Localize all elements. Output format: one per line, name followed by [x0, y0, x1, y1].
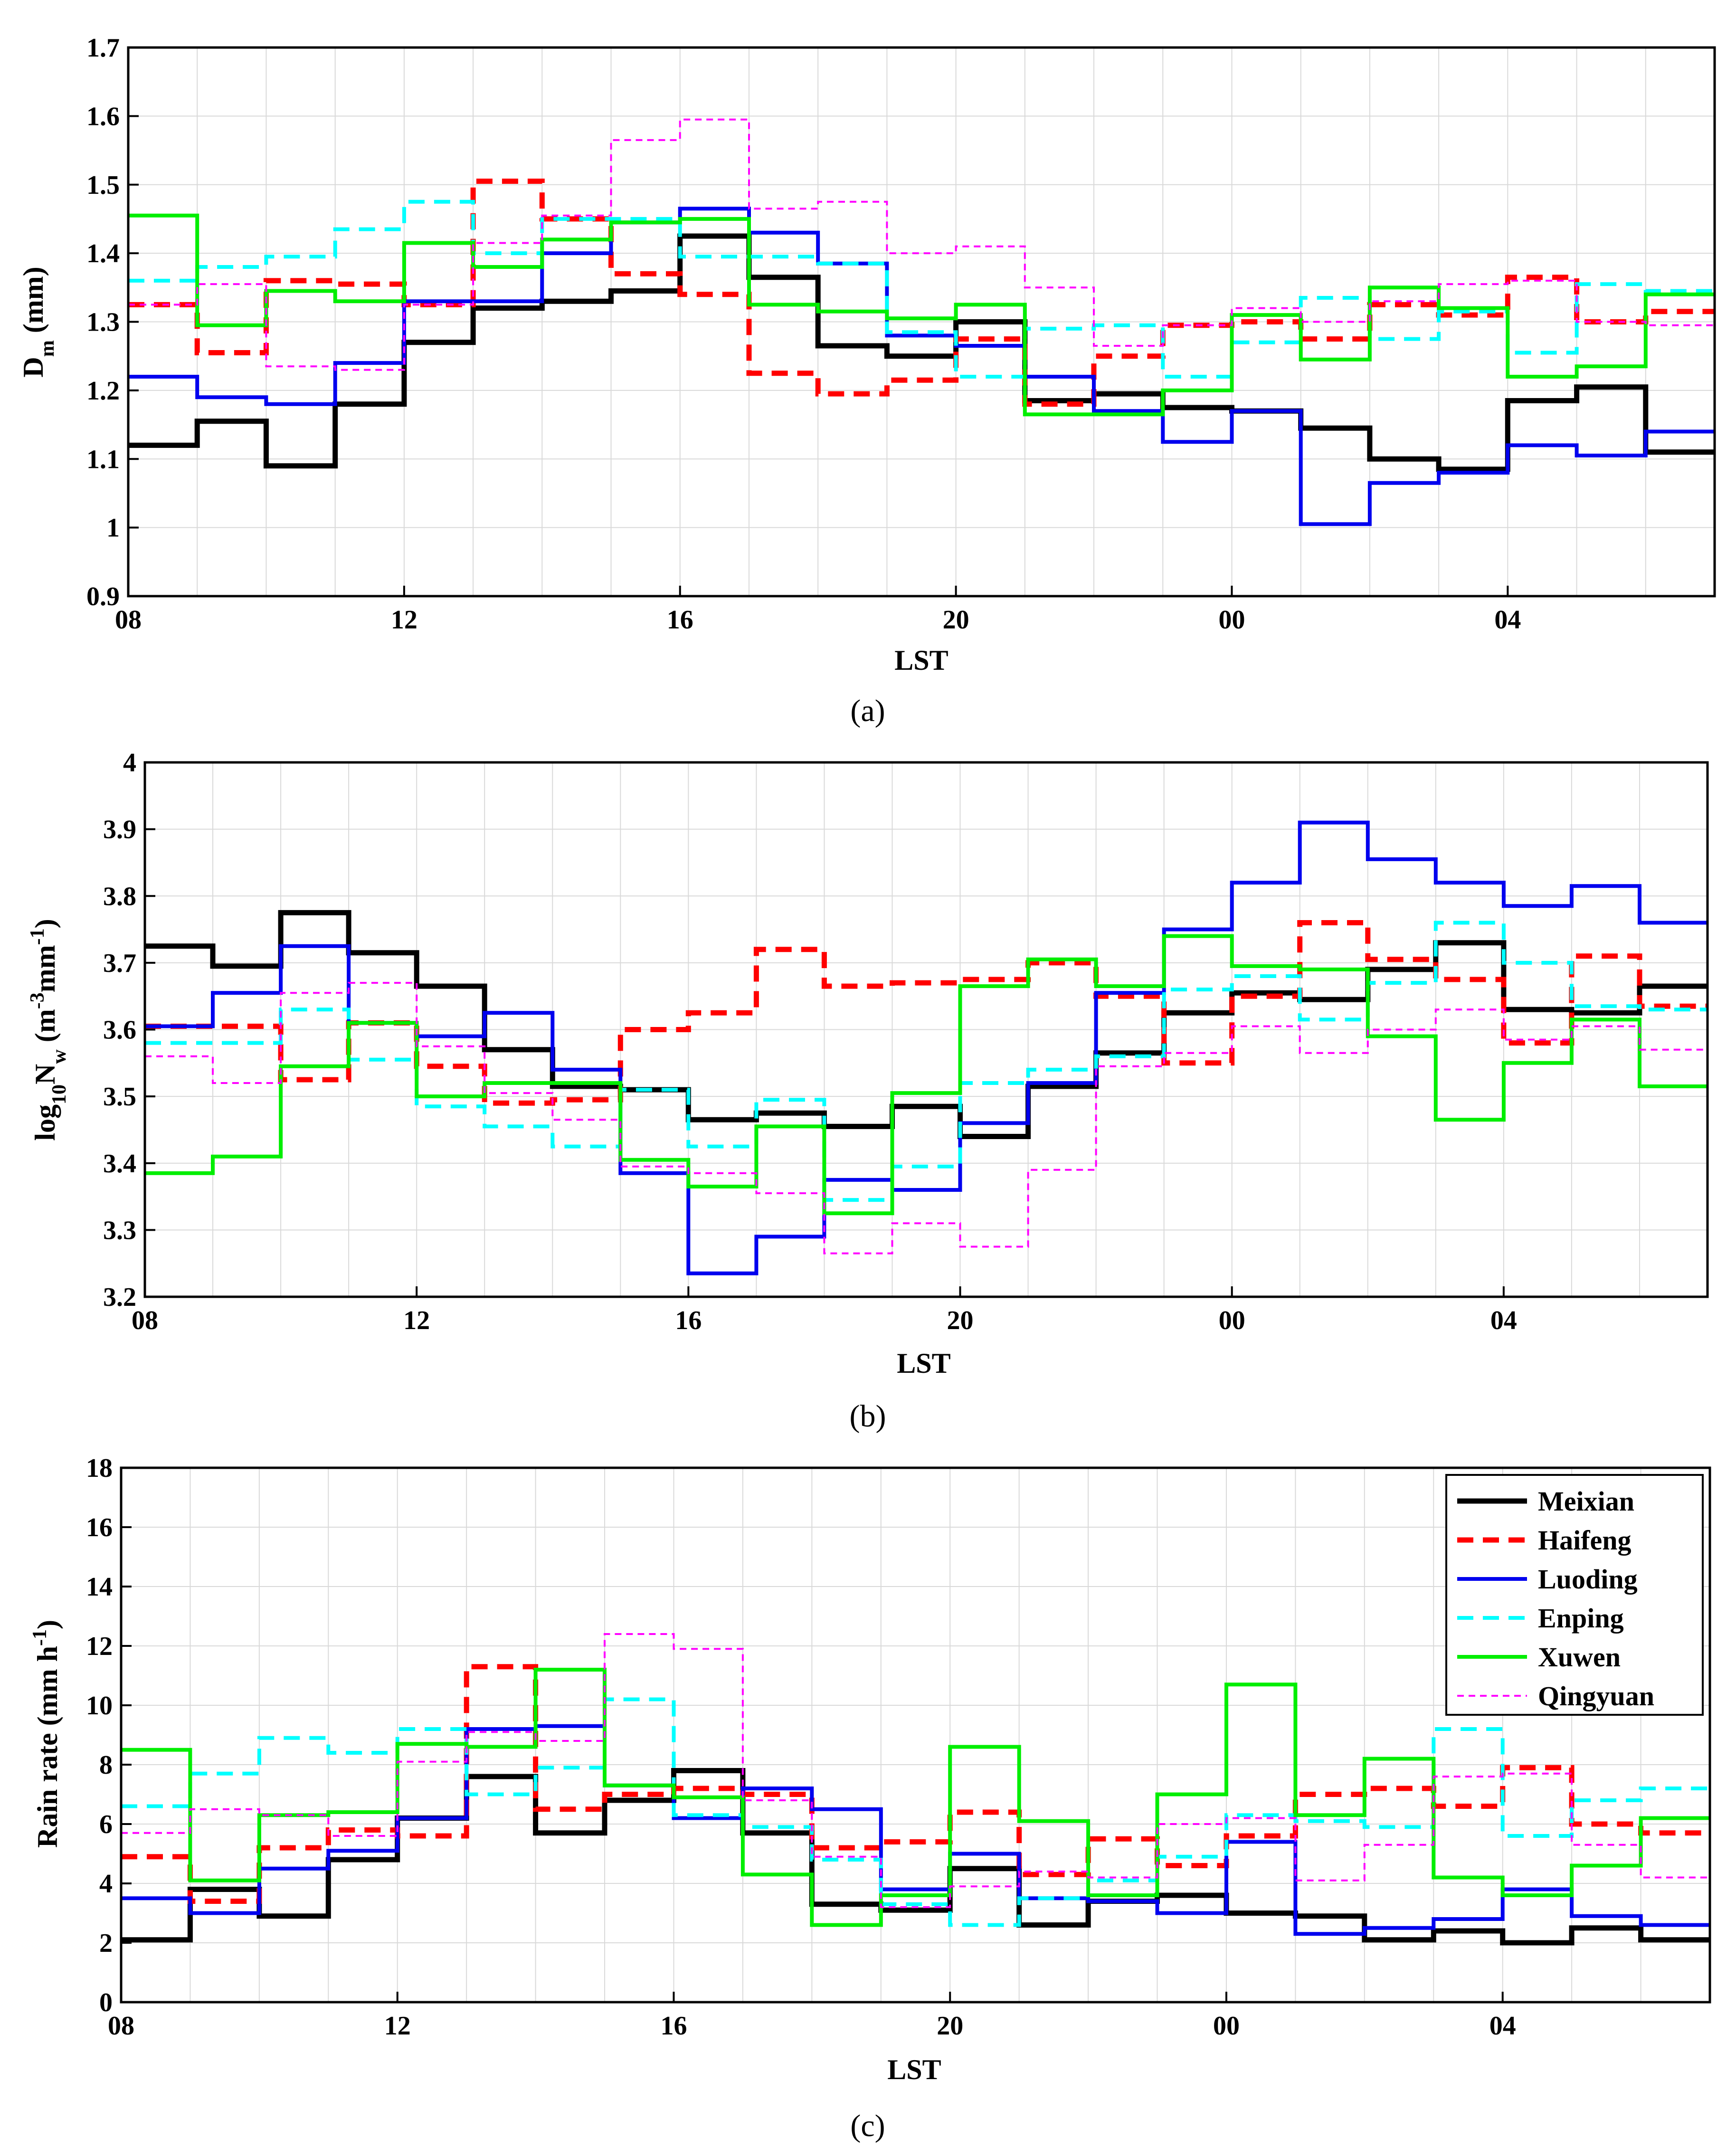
- panel-a-y-axis-label: Dm (mm): [18, 266, 58, 377]
- legend-label-qingyuan: Qingyuan: [1538, 1681, 1654, 1711]
- panel-b-series: [145, 820, 1708, 1275]
- panel-c-ytick-label: 2: [99, 1929, 113, 1958]
- panel-c-xtick-label: 08: [108, 2011, 134, 2041]
- panel-a-caption: (a): [850, 694, 885, 728]
- panel-c-ytick-label: 12: [86, 1632, 113, 1661]
- panel-a-x-ticks: 08 12 16 20 00 04: [115, 586, 1521, 635]
- panel-c-xtick-label: 16: [660, 2011, 687, 2041]
- panel-c-ytick-label: 6: [99, 1810, 113, 1839]
- legend: Meixian Haifeng Luoding Enping Xuwen Qingyuan: [1445, 1474, 1704, 1716]
- panel-b-x-ticks: 08 12 16 20 00 04: [132, 1286, 1517, 1335]
- panel-b-ytick-label: 3.5: [103, 1082, 136, 1112]
- panel-a-xtick-label: 04: [1494, 605, 1521, 635]
- panel-c-y-axis-label: Rain rate (mm h-1): [29, 1620, 63, 1848]
- panel-b-series-enping: [145, 921, 1708, 1202]
- panel-b-xtick-label: 20: [947, 1306, 974, 1335]
- panel-c-rain-rate-chart: 0 2 4 6 8 10 12 14 16 18 08 12 16 20 00 04 LST Rain ra…: [29, 1454, 1711, 2143]
- panel-c-ytick-label: 10: [86, 1691, 113, 1720]
- panel-c-xtick-label: 00: [1213, 2011, 1240, 2041]
- panel-c-xtick-label: 20: [937, 2011, 963, 2041]
- panel-b-ytick-label: 3.8: [103, 882, 136, 911]
- panel-b-nw-chart: 3.2 3.3 3.4 3.5 3.6 3.7 3.8 3.9 4 08 12 16 20 00 04 L…: [27, 748, 1709, 1434]
- legend-label-haifeng: Haifeng: [1538, 1525, 1632, 1556]
- panel-a-xtick-label: 20: [943, 605, 969, 635]
- legend-box: [1445, 1474, 1704, 1716]
- panel-c-ytick-label: 8: [99, 1750, 113, 1780]
- panel-c-series-qingyuan: [121, 1633, 1710, 1908]
- panel-a-series-qingyuan: [128, 118, 1715, 371]
- panel-c-series-luoding: [121, 1724, 1710, 1936]
- panel-c-plot-area: [121, 1468, 1710, 2002]
- panel-c-y-ticks: 0 2 4 6 8 10 12 14 16 18: [86, 1454, 132, 2017]
- legend-label-luoding: Luoding: [1538, 1564, 1638, 1595]
- panel-c-x-ticks: 08 12 16 20 00 04: [108, 1992, 1516, 2041]
- legend-items: Meixian Haifeng Luoding Enping Xuwen Qingyuan: [1457, 1486, 1654, 1711]
- panel-b-ytick-label: 4: [123, 748, 136, 778]
- panel-a-ytick-label: 1.5: [86, 171, 120, 200]
- panel-c-xtick-label: 04: [1489, 2011, 1516, 2041]
- panel-a-series-haifeng: [128, 179, 1715, 407]
- panel-c-x-axis-label: LST: [887, 2054, 941, 2085]
- panel-a-xtick-label: 00: [1218, 605, 1245, 635]
- panel-b-xtick-label: 16: [675, 1306, 702, 1335]
- panel-a-ytick-label: 0.9: [86, 582, 120, 611]
- panel-c-series-xuwen: [121, 1668, 1710, 1927]
- panel-c-series: [121, 1633, 1710, 1946]
- panel-b-ytick-label: 3.6: [103, 1016, 136, 1045]
- panel-c-ytick-label: 18: [86, 1454, 113, 1483]
- panel-c-xtick-label: 12: [384, 2011, 411, 2041]
- panel-b-x-axis-label: LST: [897, 1348, 950, 1379]
- panel-c-ytick-label: 0: [99, 1988, 113, 2017]
- panel-a-dm-chart: 0.9 1 1.1 1.2 1.3 1.4 1.5 1.6 1.7 08 12 16 20 00 04 L…: [18, 33, 1716, 728]
- panel-a-xtick-label: 16: [667, 605, 693, 635]
- panel-a-ytick-label: 1.7: [86, 33, 120, 63]
- panel-a-series-enping: [128, 200, 1715, 379]
- panel-b-ytick-label: 3.9: [103, 815, 136, 845]
- panel-b-ytick-label: 3.3: [103, 1216, 136, 1245]
- panel-a-ytick-label: 1.1: [86, 445, 120, 474]
- panel-a-series-xuwen: [128, 213, 1715, 417]
- legend-label-enping: Enping: [1538, 1603, 1624, 1634]
- panel-c-ytick-label: 4: [99, 1869, 113, 1899]
- panel-b-xtick-label: 12: [403, 1306, 430, 1335]
- panel-a-ytick-label: 1: [106, 513, 120, 543]
- panel-b-ytick-label: 3.7: [103, 949, 136, 978]
- panel-b-ytick-label: 3.2: [103, 1283, 136, 1312]
- legend-label-xuwen: Xuwen: [1538, 1642, 1621, 1673]
- panel-a-xtick-label: 12: [391, 605, 417, 635]
- panel-a-series: [128, 118, 1715, 526]
- legend-label-meixian: Meixian: [1538, 1486, 1634, 1517]
- panel-a-ytick-label: 1.4: [86, 239, 120, 268]
- panel-a-y-ticks: 0.9 1 1.1 1.2 1.3 1.4 1.5 1.6 1.7: [86, 33, 139, 611]
- panel-a-ytick-label: 1.6: [86, 102, 120, 131]
- panel-c-caption: (c): [850, 2109, 885, 2143]
- panel-a-series-meixian: [128, 233, 1715, 472]
- panel-b-y-axis-label: log10Nw (m-3mm-1): [27, 919, 70, 1141]
- panel-b-series-xuwen: [145, 934, 1708, 1216]
- panel-b-series-qingyuan: [145, 982, 1708, 1255]
- panel-b-xtick-label: 04: [1490, 1306, 1517, 1335]
- panel-a-ytick-label: 1.2: [86, 376, 120, 406]
- panel-c-ytick-label: 16: [86, 1513, 113, 1542]
- panel-a-xtick-label: 08: [115, 605, 142, 635]
- panel-b-ytick-label: 3.4: [103, 1149, 136, 1179]
- panel-b-y-ticks: 3.2 3.3 3.4 3.5 3.6 3.7 3.8 3.9 4: [103, 748, 155, 1312]
- panel-b-xtick-label: 00: [1219, 1306, 1245, 1335]
- panel-a-ytick-label: 1.3: [86, 308, 120, 337]
- panel-b-xtick-label: 08: [132, 1306, 158, 1335]
- panel-a-x-axis-label: LST: [894, 645, 948, 676]
- panel-c-ytick-label: 14: [86, 1572, 113, 1602]
- panel-c-axes-box: [120, 1466, 1711, 2004]
- panel-b-caption: (b): [850, 1399, 886, 1434]
